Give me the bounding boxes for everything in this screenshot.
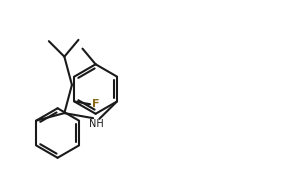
Text: F: F <box>92 99 100 109</box>
Text: NH: NH <box>88 119 103 129</box>
